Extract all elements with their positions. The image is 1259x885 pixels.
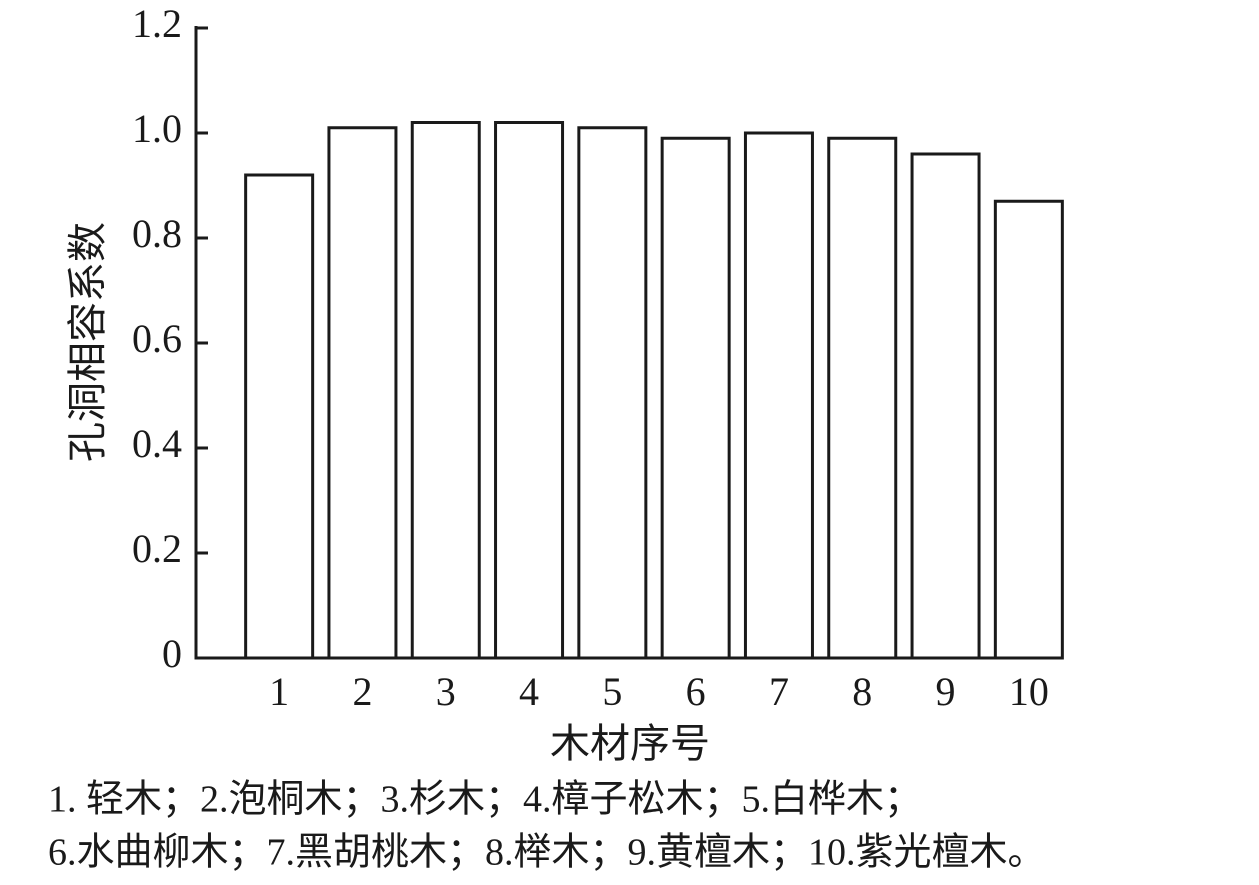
bar <box>993 199 1064 660</box>
y-tick-label: 1.0 <box>132 106 182 151</box>
x-tick-label: 3 <box>436 669 456 714</box>
y-axis-label: 孔洞相容系数 <box>65 222 110 462</box>
y-tick-label: 0.2 <box>132 526 182 571</box>
x-tick-label: 4 <box>519 669 539 714</box>
y-tick-label: 0.4 <box>132 421 182 466</box>
note-line: 1. 轻木；2.泡桐木；3.杉木；4.樟子松木；5.白桦木； <box>48 779 922 821</box>
bar <box>660 136 731 660</box>
y-tick-label: 1.2 <box>132 1 182 46</box>
y-tick-label: 0.6 <box>132 316 182 361</box>
bar <box>743 131 814 660</box>
x-tick-label: 8 <box>852 669 872 714</box>
x-tick-label: 7 <box>769 669 789 714</box>
bar <box>827 136 898 660</box>
bar <box>494 121 565 660</box>
y-tick-label: 0 <box>162 631 182 676</box>
bar <box>910 152 981 660</box>
x-tick-label: 9 <box>936 669 956 714</box>
bar <box>577 126 648 660</box>
bar <box>244 173 315 660</box>
x-axis-label: 木材序号 <box>550 721 710 766</box>
x-tick-label: 10 <box>1009 669 1049 714</box>
y-tick-label: 0.8 <box>132 211 182 256</box>
bar <box>410 121 481 660</box>
note-line: 6.水曲柳木；7.黑胡桃木；8.榉木；9.黄檀木；10.紫光檀木。 <box>48 832 1046 874</box>
x-tick-label: 1 <box>269 669 289 714</box>
x-tick-label: 2 <box>352 669 372 714</box>
bar <box>327 126 398 660</box>
x-tick-label: 6 <box>686 669 706 714</box>
x-tick-label: 5 <box>602 669 622 714</box>
